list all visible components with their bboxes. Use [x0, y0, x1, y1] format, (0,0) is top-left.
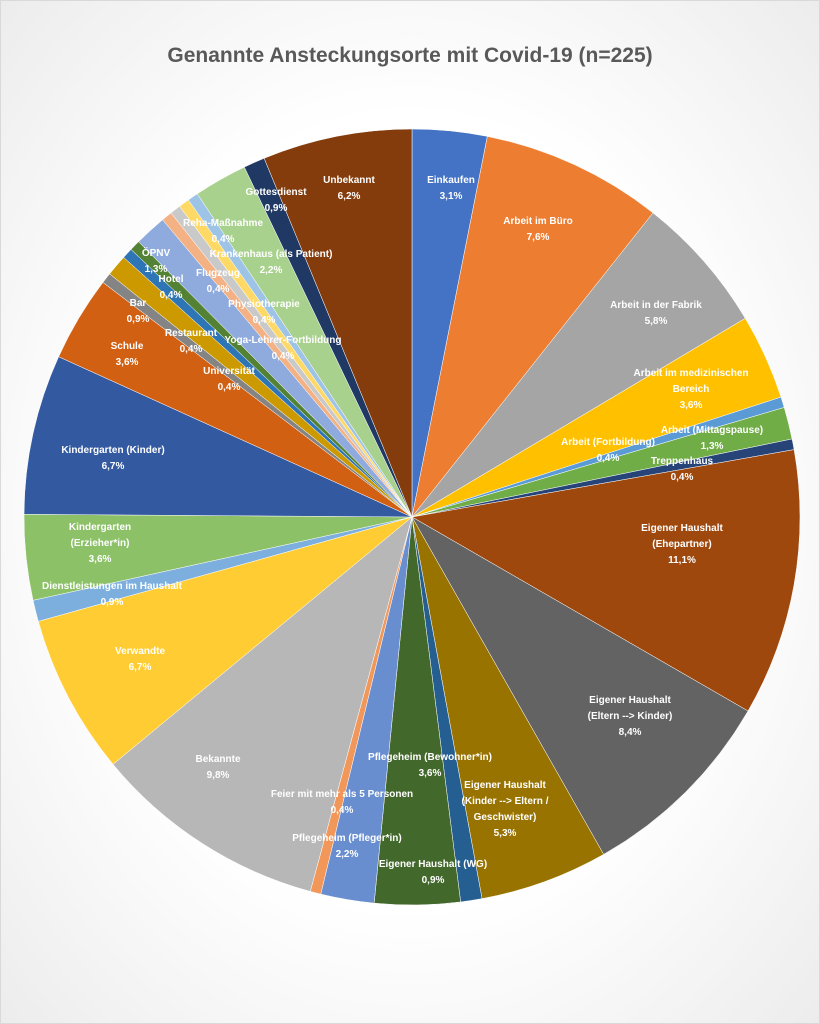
pie-slice [411, 516, 749, 855]
pie-slice [112, 516, 413, 892]
pie-slice [411, 136, 654, 518]
pie-slice [37, 516, 413, 765]
pie-slice [263, 128, 413, 518]
pie-slice [411, 212, 746, 518]
pie-slice [411, 449, 801, 712]
pie-slice [23, 356, 413, 518]
chart-title: Genannte Ansteckungsorte mit Covid-19 (n… [167, 44, 653, 67]
